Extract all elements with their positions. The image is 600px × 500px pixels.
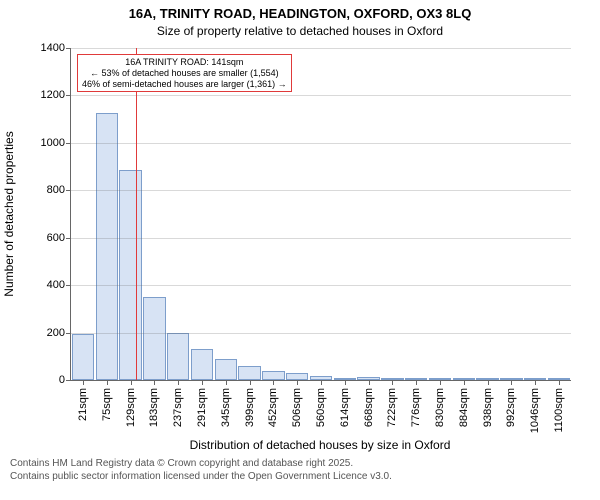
histogram-bar [215,359,237,380]
gridline [71,190,571,191]
ytick-label: 800 [47,184,65,196]
xtick-label: 506sqm [291,388,303,427]
xtick-label: 776sqm [410,388,422,427]
marker-line [136,48,137,380]
chart-subtitle: Size of property relative to detached ho… [0,24,600,38]
xtick-label: 183sqm [148,388,160,427]
xtick-label: 452sqm [267,388,279,427]
xtick-mark [488,380,489,385]
xtick-mark [440,380,441,385]
xtick-mark [107,380,108,385]
histogram-bar [262,371,284,380]
xtick-mark [226,380,227,385]
xtick-label: 560sqm [315,388,327,427]
marker-annotation: 16A TRINITY ROAD: 141sqm ← 53% of detach… [77,54,292,92]
histogram-bar [286,373,308,380]
ytick-mark [66,143,71,144]
marker-text-1: 16A TRINITY ROAD: 141sqm [82,57,287,68]
xtick-mark [83,380,84,385]
xtick-label: 345sqm [220,388,232,427]
xtick-label: 75sqm [101,388,113,421]
footer-line-2: Contains public sector information licen… [10,471,392,484]
plot-area: 0200400600800100012001400 21sqm75sqm129s… [70,48,571,381]
ytick-mark [66,380,71,381]
xtick-label: 1100sqm [553,388,565,432]
xtick-label: 21sqm [77,388,89,421]
y-axis-label: Number of detached properties [2,131,16,296]
marker-text-2: ← 53% of detached houses are smaller (1,… [82,68,287,79]
ytick-label: 1000 [41,137,65,149]
histogram-bar [143,297,165,380]
footer-line-1: Contains HM Land Registry data © Crown c… [10,458,392,471]
xtick-label: 992sqm [505,388,517,427]
histogram-bar [96,113,118,380]
xtick-label: 129sqm [125,388,137,427]
xtick-label: 668sqm [363,388,375,427]
ytick-mark [66,95,71,96]
xtick-label: 830sqm [434,388,446,427]
xtick-mark [131,380,132,385]
xtick-label: 938sqm [482,388,494,427]
xtick-mark [392,380,393,385]
chart-title: 16A, TRINITY ROAD, HEADINGTON, OXFORD, O… [0,6,600,21]
ytick-mark [66,48,71,49]
xtick-label: 722sqm [386,388,398,427]
histogram-bar [191,349,213,380]
histogram-bar [119,170,141,380]
histogram-bar [72,334,94,380]
gridline [71,143,571,144]
xtick-mark [345,380,346,385]
ytick-label: 0 [59,374,65,386]
xtick-mark [154,380,155,385]
histogram-bar [167,333,189,380]
gridline [71,95,571,96]
ytick-mark [66,238,71,239]
xtick-label: 884sqm [458,388,470,427]
xtick-mark [250,380,251,385]
xtick-mark [273,380,274,385]
footer-note: Contains HM Land Registry data © Crown c… [10,458,392,483]
xtick-mark [511,380,512,385]
gridline [71,333,571,334]
xtick-label: 291sqm [196,388,208,427]
ytick-label: 1400 [41,42,65,54]
ytick-mark [66,190,71,191]
xtick-label: 399sqm [244,388,256,427]
ytick-label: 1200 [41,89,65,101]
xtick-mark [416,380,417,385]
histogram-bar [238,366,260,380]
xtick-label: 614sqm [339,388,351,427]
xtick-mark [559,380,560,385]
xtick-mark [202,380,203,385]
xtick-label: 237sqm [172,388,184,427]
gridline [71,48,571,49]
ytick-mark [66,333,71,334]
gridline [71,285,571,286]
xtick-mark [297,380,298,385]
xtick-label: 1046sqm [529,388,541,433]
xtick-mark [369,380,370,385]
x-axis-label: Distribution of detached houses by size … [70,438,570,452]
xtick-mark [321,380,322,385]
ytick-mark [66,285,71,286]
xtick-mark [464,380,465,385]
ytick-label: 200 [47,327,65,339]
xtick-mark [535,380,536,385]
gridline [71,238,571,239]
ytick-label: 600 [47,232,65,244]
marker-text-3: 46% of semi-detached houses are larger (… [82,79,287,90]
ytick-label: 400 [47,279,65,291]
xtick-mark [178,380,179,385]
